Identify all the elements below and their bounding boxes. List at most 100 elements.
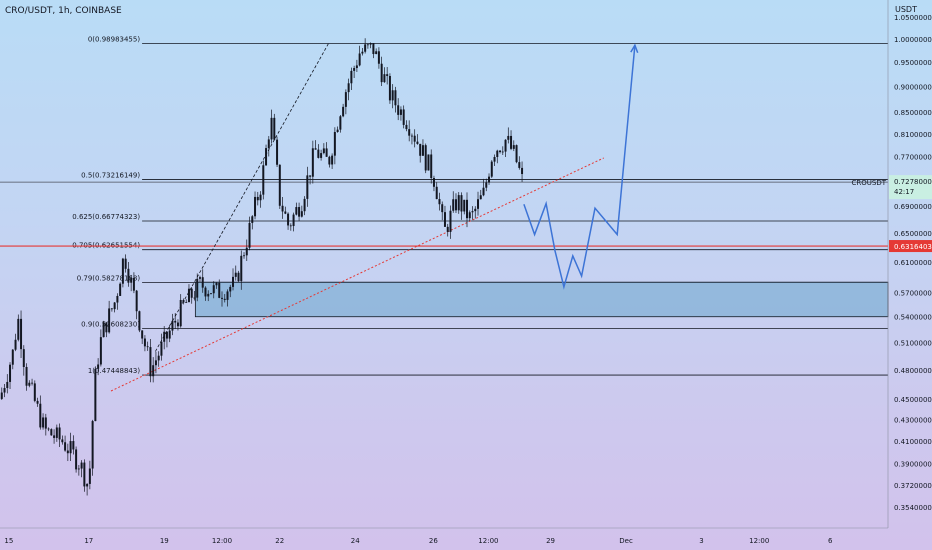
candle-body — [179, 299, 182, 327]
demand-zone — [194, 281, 889, 318]
candle-body — [300, 211, 303, 217]
candle-body — [424, 145, 427, 171]
projection-path — [523, 43, 639, 290]
candle-body — [521, 167, 524, 175]
candle-body — [460, 195, 463, 212]
candle-body — [377, 51, 380, 64]
candle-body — [454, 199, 457, 211]
fib-levels: 0(0.98983455) 0.5(0.73216149) 0.625(0.6677… — [0, 35, 888, 376]
candle-body — [223, 298, 226, 300]
time-tick-label: 26 — [429, 537, 438, 545]
time-tick-label: 24 — [351, 537, 360, 545]
candle-body — [317, 149, 320, 158]
candle-body — [427, 154, 430, 171]
time-tick-label: 12:00 — [212, 537, 232, 545]
candle-body — [488, 176, 491, 183]
candle-body — [97, 364, 100, 369]
candle-body — [234, 272, 237, 277]
candle-body — [149, 347, 152, 377]
candle-body — [143, 338, 146, 347]
candle-body — [193, 297, 196, 299]
candle-body — [124, 258, 127, 269]
trend-lines — [110, 43, 605, 392]
candle-body — [369, 43, 372, 45]
candle-body — [372, 43, 375, 55]
currency-label[interactable]: USDT — [895, 5, 917, 14]
candle-body — [446, 226, 449, 232]
candle-body — [410, 135, 413, 137]
candle-body — [75, 449, 78, 470]
candle-body — [17, 318, 20, 340]
candle-body — [14, 339, 17, 350]
candle-body — [474, 208, 477, 212]
projection-arrowhead — [630, 43, 639, 53]
candle-body — [443, 212, 446, 227]
candle-body — [449, 210, 452, 232]
candle-body — [91, 421, 94, 469]
candle-body — [430, 154, 433, 179]
fib-level-label: 1(0.47448843) — [88, 367, 140, 375]
candle-body — [25, 366, 28, 386]
candle-body — [3, 388, 6, 393]
time-tick-label: 6 — [828, 537, 833, 545]
candle-body — [311, 148, 314, 177]
candle-body — [20, 318, 23, 350]
candle-body — [510, 135, 513, 149]
candle-body — [138, 311, 141, 331]
candle-body — [435, 186, 438, 200]
candle-body — [42, 417, 45, 428]
candle-body — [278, 164, 281, 206]
candle-body — [281, 205, 284, 212]
fib-level-label: 0.79(0.58278168) — [77, 274, 141, 282]
candle-body — [320, 153, 323, 158]
candle-body — [295, 207, 298, 215]
candle-body — [157, 355, 160, 361]
time-tick-label: 17 — [84, 537, 93, 545]
candle-body — [265, 148, 268, 166]
candle-body — [86, 483, 89, 487]
candle-body — [350, 70, 353, 84]
candle-body — [328, 156, 331, 165]
candle-body — [61, 439, 64, 443]
candle-body — [386, 74, 389, 76]
candle-body — [432, 178, 435, 187]
candle-body — [66, 450, 69, 454]
candle-body — [452, 199, 455, 211]
candle-body — [399, 109, 402, 115]
price-tick-label: 0.35400000 — [894, 504, 932, 512]
candle-body — [72, 441, 75, 450]
candle-body — [339, 116, 342, 130]
candle-body — [80, 462, 83, 469]
time-tick-label: 3 — [699, 537, 703, 545]
candle-body — [47, 428, 50, 430]
candle-body — [465, 199, 468, 219]
candle-body — [441, 204, 444, 213]
candle-body — [254, 196, 257, 217]
candle-body — [303, 198, 306, 212]
candle-body — [496, 150, 499, 158]
candle-body — [22, 349, 25, 367]
candle-body — [105, 322, 108, 333]
trend-support-line — [110, 157, 605, 392]
candle-body — [355, 65, 358, 69]
candle-body — [176, 322, 179, 327]
candle-body — [108, 308, 111, 333]
candle-body — [438, 199, 441, 205]
candle-body — [501, 151, 504, 153]
candle-body — [28, 382, 31, 386]
candle-body — [251, 216, 254, 223]
candle-body — [344, 92, 347, 107]
candle-body — [69, 441, 72, 454]
